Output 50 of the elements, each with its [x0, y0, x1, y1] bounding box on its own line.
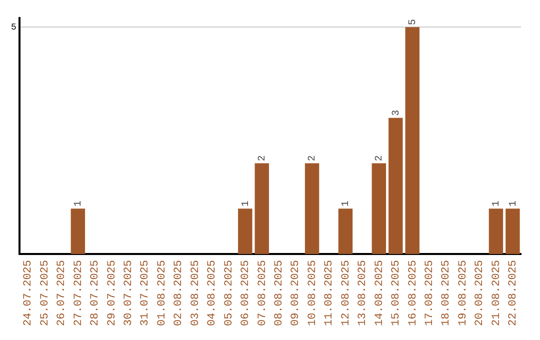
- x-tick-label: 04.08.2025: [206, 260, 219, 326]
- x-tick-label: 10.08.2025: [306, 260, 319, 326]
- x-tick-label: 13.08.2025: [357, 260, 370, 326]
- x-tick-label: 19.08.2025: [457, 260, 470, 326]
- x-tick-label: 30.07.2025: [123, 260, 135, 326]
- x-tick-label: 06.08.2025: [240, 260, 252, 326]
- data-label: 2: [374, 155, 386, 162]
- x-tick-label: 15.08.2025: [390, 260, 403, 326]
- x-tick-label: 24.07.2025: [22, 260, 35, 326]
- x-tick-label: 02.08.2025: [173, 260, 186, 326]
- data-label: 1: [508, 200, 520, 207]
- x-tick-label: 01.08.2025: [156, 260, 168, 326]
- x-tick-label: 14.08.2025: [374, 260, 386, 326]
- bar: [405, 27, 420, 254]
- x-tick-label: 11.08.2025: [324, 260, 336, 326]
- x-tick-label: 28.07.2025: [90, 260, 102, 326]
- x-tick-label: 20.08.2025: [474, 260, 486, 326]
- bar: [70, 208, 86, 254]
- data-label: 3: [391, 110, 402, 116]
- x-tick-label: 07.08.2025: [256, 260, 269, 326]
- bar: [304, 163, 320, 254]
- bar: [372, 163, 386, 254]
- bar: [388, 118, 403, 254]
- data-label: 1: [74, 200, 85, 207]
- bar: [338, 208, 353, 254]
- data-label: 5: [408, 19, 420, 26]
- x-tick-label: 27.07.2025: [72, 260, 85, 326]
- x-tick-label: 03.08.2025: [190, 260, 202, 326]
- x-tick-label: 26.07.2025: [56, 260, 68, 326]
- x-tick-label: 05.08.2025: [223, 260, 236, 326]
- bar: [254, 163, 269, 254]
- x-tick-label: 25.07.2025: [39, 260, 52, 326]
- data-label: 1: [492, 200, 503, 207]
- x-tick-label: 16.08.2025: [407, 260, 420, 326]
- x-tick-label: 21.08.2025: [490, 260, 503, 326]
- x-tick-label: 09.08.2025: [290, 260, 302, 326]
- bar: [488, 208, 504, 254]
- x-tick-label: 29.07.2025: [106, 260, 118, 326]
- x-tick-label: 17.08.2025: [424, 260, 436, 326]
- data-label: 1: [341, 200, 352, 207]
- x-tick-label: 08.08.2025: [274, 260, 286, 326]
- x-tick-label: 18.08.2025: [440, 260, 453, 326]
- data-label: 1: [240, 200, 252, 207]
- x-tick-label: 22.08.2025: [508, 260, 520, 326]
- data-label: 2: [308, 155, 319, 162]
- bar: [238, 208, 252, 254]
- x-tick-label: 12.08.2025: [340, 260, 352, 326]
- bar: [506, 208, 520, 254]
- x-tick-label: 31.07.2025: [140, 260, 152, 326]
- data-label: 2: [258, 155, 269, 162]
